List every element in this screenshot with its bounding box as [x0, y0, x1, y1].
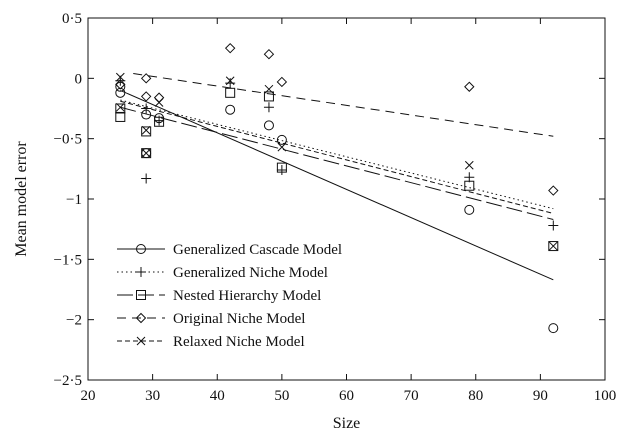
- data-point-square: [141, 126, 152, 137]
- x-axis-label: Size: [333, 415, 361, 432]
- x-tick-label: 50: [274, 388, 289, 404]
- data-point-circle: [263, 120, 274, 131]
- y-tick-label: −1: [66, 192, 82, 208]
- data-point-circle: [464, 204, 475, 215]
- data-point-plus: [141, 173, 152, 184]
- x-tick-label: 60: [339, 388, 354, 404]
- fit-line: [133, 73, 554, 137]
- x-tick-label: 20: [81, 388, 96, 404]
- x-tick-label: 80: [468, 388, 483, 404]
- y-tick-label: −2: [66, 313, 82, 329]
- x-tick-label: 90: [533, 388, 548, 404]
- data-point-circle: [225, 104, 236, 115]
- fit-line: [120, 99, 554, 210]
- legend-label: Nested Hierarchy Model: [173, 288, 321, 304]
- y-axis-label: Mean model error: [13, 141, 30, 257]
- y-tick-label: 0·5: [62, 11, 82, 27]
- data-point-circle: [548, 323, 559, 334]
- y-tick-label: 0: [75, 71, 83, 87]
- legend-label: Original Niche Model: [173, 311, 305, 327]
- data-point-square: [141, 148, 152, 159]
- fit-line: [120, 100, 554, 214]
- data-point-square: [464, 180, 475, 191]
- data-point-plus: [548, 220, 559, 231]
- data-point-diamond: [115, 79, 126, 90]
- data-point-cross: [154, 98, 164, 107]
- legend-label: Generalized Niche Model: [173, 265, 328, 281]
- x-tick-label: 70: [404, 388, 419, 404]
- data-point-diamond: [140, 73, 152, 84]
- y-tick-label: −2·5: [54, 373, 82, 389]
- data-point-diamond: [224, 42, 236, 54]
- legend: Generalized Cascade Model Generalized Nic…: [117, 242, 342, 350]
- fit-lines: [120, 73, 554, 281]
- legend-marker-plus: [136, 267, 146, 277]
- axis-ticks: 20 30 40 50 60 70 80 90 100 0·5 0 −0·5 −1 −1·5 −2 −2·5: [54, 11, 617, 404]
- data-point-square: [276, 162, 287, 173]
- data-point-circle: [276, 134, 287, 145]
- data-point-square: [225, 87, 236, 98]
- data-point-square: [548, 241, 559, 252]
- plot-frame: [87, 17, 606, 381]
- legend-marker-cross: [136, 336, 146, 346]
- data-point-cross: [548, 241, 558, 251]
- data-point-square: [115, 103, 126, 114]
- data-point-plus: [225, 78, 236, 89]
- legend-marker-diamond: [135, 312, 147, 324]
- data-point-plus: [464, 172, 475, 183]
- data-point-cross: [225, 76, 235, 86]
- x-tick-label: 100: [594, 388, 617, 404]
- data-point-diamond: [140, 91, 152, 102]
- data-point-square: [115, 111, 126, 122]
- y-tick-label: −1·5: [54, 252, 82, 268]
- fit-line: [120, 89, 554, 281]
- legend-marker-square: [136, 290, 146, 300]
- data-point-diamond: [263, 48, 275, 60]
- legend-label: Relaxed Niche Model: [173, 334, 305, 350]
- x-tick-label: 40: [210, 388, 225, 404]
- data-point-plus: [141, 103, 152, 114]
- data-point-cross: [115, 102, 125, 112]
- data-point-circle: [115, 87, 126, 98]
- data-point-cross: [115, 72, 125, 82]
- x-tick-label: 30: [145, 388, 160, 404]
- data-point-square: [154, 116, 165, 127]
- data-point-plus: [263, 102, 274, 113]
- legend-label: Generalized Cascade Model: [173, 242, 342, 258]
- data-point-diamond: [153, 92, 165, 103]
- data-point-diamond: [548, 185, 559, 196]
- data-point-square: [263, 91, 274, 102]
- y-tick-label: −0·5: [54, 132, 82, 148]
- data-point-diamond: [276, 76, 288, 88]
- data-point-cross: [464, 160, 474, 170]
- legend-marker-circle: [136, 244, 146, 254]
- data-points: [115, 42, 559, 334]
- data-point-plus: [276, 165, 287, 176]
- data-point-cross: [277, 142, 287, 152]
- data-point-cross: [264, 84, 274, 94]
- fit-line: [120, 106, 554, 220]
- data-point-cross: [141, 148, 151, 158]
- data-point-diamond: [464, 81, 475, 92]
- data-point-cross: [141, 125, 151, 135]
